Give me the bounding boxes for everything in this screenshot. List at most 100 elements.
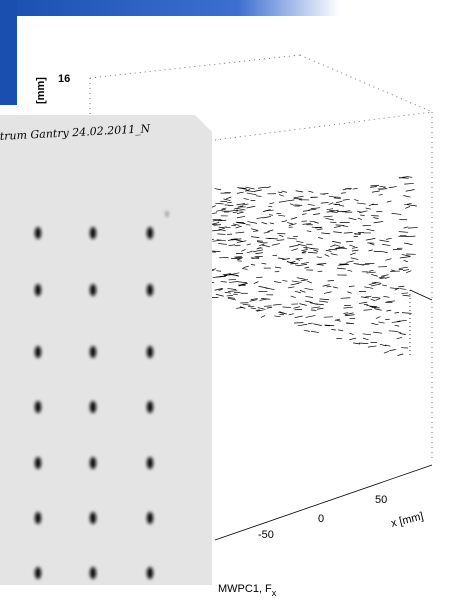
surface-stroke	[319, 301, 328, 302]
surface-stroke	[399, 289, 406, 290]
z-tick-label: 16	[58, 73, 70, 85]
surface-stroke	[343, 307, 352, 308]
surface-stroke	[308, 209, 316, 210]
surface-stroke	[211, 223, 219, 225]
surface-stroke	[247, 222, 257, 224]
surface-stroke	[245, 191, 254, 192]
surface-stroke	[404, 183, 414, 184]
surface-stroke	[247, 251, 253, 253]
surface-stroke	[368, 346, 377, 347]
surface-stroke	[261, 316, 265, 318]
surface-stroke	[402, 313, 411, 314]
surface-stroke	[399, 232, 408, 233]
surface-stroke	[299, 304, 306, 306]
surface-stroke	[381, 275, 388, 277]
spot	[147, 346, 153, 358]
surface-stroke	[287, 238, 297, 239]
surface-stroke	[390, 288, 399, 289]
surface-stroke	[247, 193, 257, 195]
surface-stroke	[269, 203, 274, 204]
surface-stroke	[405, 207, 410, 209]
surface-stroke	[302, 251, 306, 252]
slide-canvas: 16 [mm] -50 0 50 x [mm] trum Gantry 24.0…	[0, 0, 469, 604]
surface-stroke	[287, 222, 293, 224]
surface-stroke	[334, 198, 341, 199]
surface-stroke	[389, 187, 397, 188]
surface-stroke	[301, 262, 309, 264]
surface-stroke	[352, 247, 358, 248]
surface-stroke	[256, 218, 262, 219]
surface-stroke	[293, 307, 300, 309]
surface-stroke	[331, 330, 336, 331]
surface-stroke	[372, 297, 380, 298]
surface-stroke	[212, 206, 216, 208]
spot	[90, 227, 96, 239]
spot	[90, 401, 96, 413]
surface-stroke	[321, 233, 330, 234]
spot	[35, 512, 41, 524]
surface-stroke	[298, 244, 307, 246]
surface-stroke	[386, 238, 391, 239]
surface-stroke	[228, 291, 237, 292]
surface-stroke	[328, 280, 334, 281]
surface-stroke	[371, 284, 381, 286]
surface-stroke	[242, 204, 248, 205]
surface-stroke	[273, 304, 281, 305]
surface-stroke	[237, 188, 246, 189]
surface-stroke	[385, 259, 391, 261]
x-axis	[215, 465, 432, 540]
surface-stroke	[243, 304, 251, 305]
surface-stroke	[245, 187, 254, 189]
surface-stroke	[242, 269, 247, 270]
surface-stroke	[302, 214, 307, 215]
surface-stroke	[216, 276, 226, 277]
surface-stroke	[274, 282, 281, 283]
surface-stroke	[364, 287, 373, 289]
surface-stroke	[295, 205, 302, 206]
surface-stroke	[329, 203, 334, 205]
surface-stroke	[243, 266, 249, 268]
surface-stroke	[317, 257, 322, 258]
surface-stroke	[366, 238, 376, 240]
surface-stroke	[253, 250, 263, 252]
surface-stroke	[235, 240, 243, 242]
spot	[90, 457, 96, 469]
spot	[147, 284, 153, 296]
surface-stroke	[278, 215, 285, 216]
surface-stroke	[294, 196, 304, 198]
surface-stroke	[343, 313, 348, 314]
surface-stroke	[214, 189, 221, 190]
surface-stroke	[366, 272, 375, 273]
surface-stroke	[346, 261, 353, 262]
surface-stroke	[383, 296, 389, 297]
surface-stroke	[233, 224, 240, 226]
surface-stroke	[359, 343, 368, 344]
spot	[90, 346, 96, 358]
surface-stroke	[262, 222, 268, 224]
surface-stroke	[402, 254, 411, 256]
surface-stroke	[363, 310, 372, 311]
surface-stroke	[301, 280, 308, 281]
surface-stroke	[398, 354, 404, 356]
surface-stroke	[310, 221, 316, 222]
surface-stroke	[353, 188, 358, 189]
surface-stroke	[347, 292, 351, 294]
surface-stroke	[278, 192, 282, 193]
surface-stroke	[349, 245, 355, 247]
surface-stroke	[341, 298, 350, 299]
surface-stroke	[267, 307, 272, 308]
surface-stroke	[338, 264, 347, 265]
surface-stroke	[221, 208, 226, 209]
surface-stroke	[349, 338, 356, 340]
spot	[147, 512, 153, 524]
surface-stroke	[401, 293, 408, 294]
surface-stroke	[221, 282, 227, 283]
surface-stroke	[226, 197, 231, 199]
surface-stroke	[278, 258, 285, 259]
surface-stroke	[253, 231, 258, 232]
surface-stroke	[320, 299, 329, 300]
surface-stroke	[254, 190, 261, 192]
surface-stroke	[296, 241, 303, 243]
surface-stroke	[397, 320, 407, 321]
surface-stroke	[258, 187, 266, 188]
